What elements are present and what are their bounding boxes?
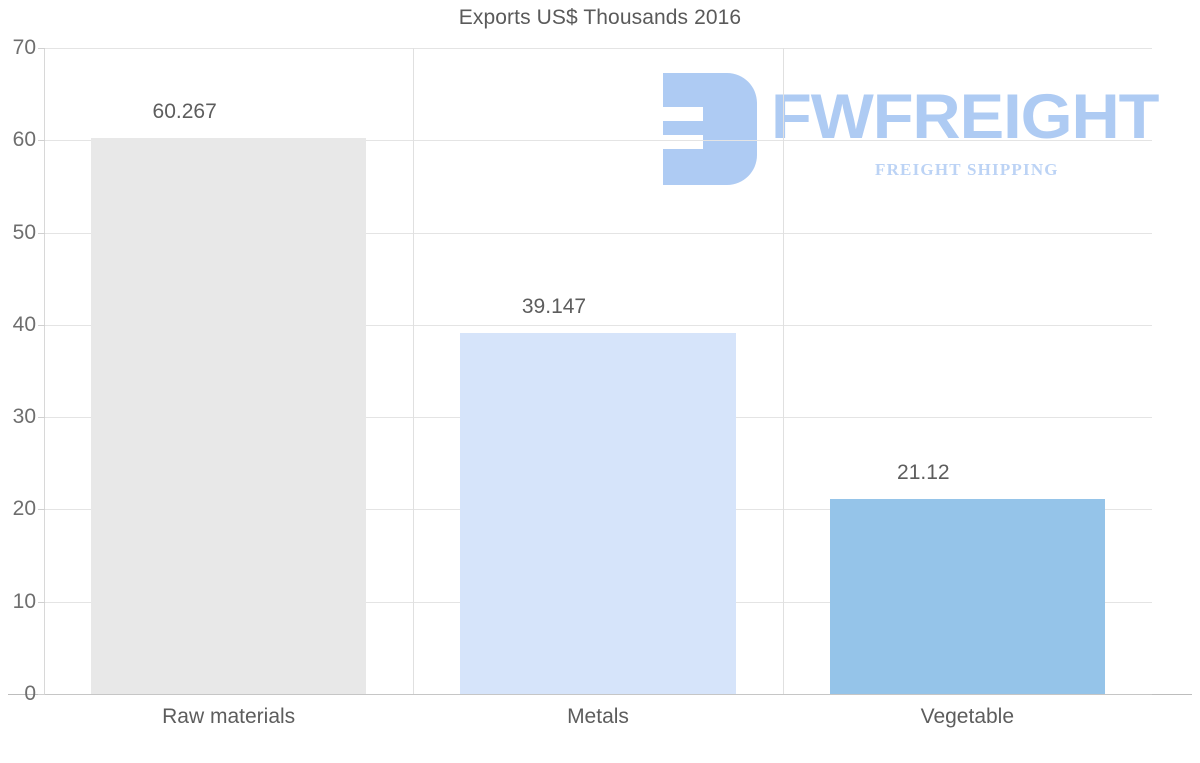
x-axis-category-label: Vegetable: [920, 705, 1015, 728]
y-axis-tick-mark: [38, 509, 45, 511]
bar-value-label: 60.267: [152, 99, 217, 123]
chart-title: Exports US$ Thousands 2016: [458, 6, 742, 29]
gridline-vertical: [413, 48, 415, 694]
gridline-horizontal: [44, 140, 1152, 142]
y-axis-tick-label: 70: [12, 36, 36, 59]
y-axis-tick-label: 30: [12, 405, 36, 429]
plot-area: [44, 48, 1152, 695]
x-axis-category-label: Metals: [567, 705, 629, 728]
y-axis-tick-label: 10: [12, 589, 36, 613]
y-axis-tick-label: 40: [12, 312, 36, 336]
y-axis-tick-label: 60: [12, 128, 36, 152]
y-axis-tick-mark: [38, 232, 45, 234]
x-axis-category-label: Raw materials: [162, 705, 296, 728]
y-axis-tick-mark: [38, 694, 45, 695]
gridline-horizontal: [44, 324, 1152, 326]
bar-metals[interactable]: [460, 332, 736, 694]
gridline-horizontal: [44, 48, 1152, 49]
bar-vegetable[interactable]: [829, 499, 1105, 694]
gridline-vertical: [782, 48, 784, 694]
y-axis-tick-mark: [38, 417, 45, 419]
y-axis-tick-mark: [38, 601, 45, 603]
y-axis-tick-label: 20: [12, 497, 36, 521]
y-axis-tick-mark: [38, 140, 45, 142]
y-axis-tick-mark: [38, 48, 45, 49]
bar-raw-materials[interactable]: [91, 137, 367, 694]
gridline-horizontal: [44, 232, 1152, 234]
bar-value-label: 39.147: [521, 294, 587, 318]
gridline-horizontal: [44, 694, 1152, 695]
bar-value-label: 21.12: [897, 461, 950, 485]
y-axis-line: [44, 48, 45, 694]
y-axis-tick-label: 50: [12, 220, 36, 244]
y-axis-tick-label: 0: [24, 682, 36, 705]
y-axis-tick-mark: [38, 324, 45, 326]
